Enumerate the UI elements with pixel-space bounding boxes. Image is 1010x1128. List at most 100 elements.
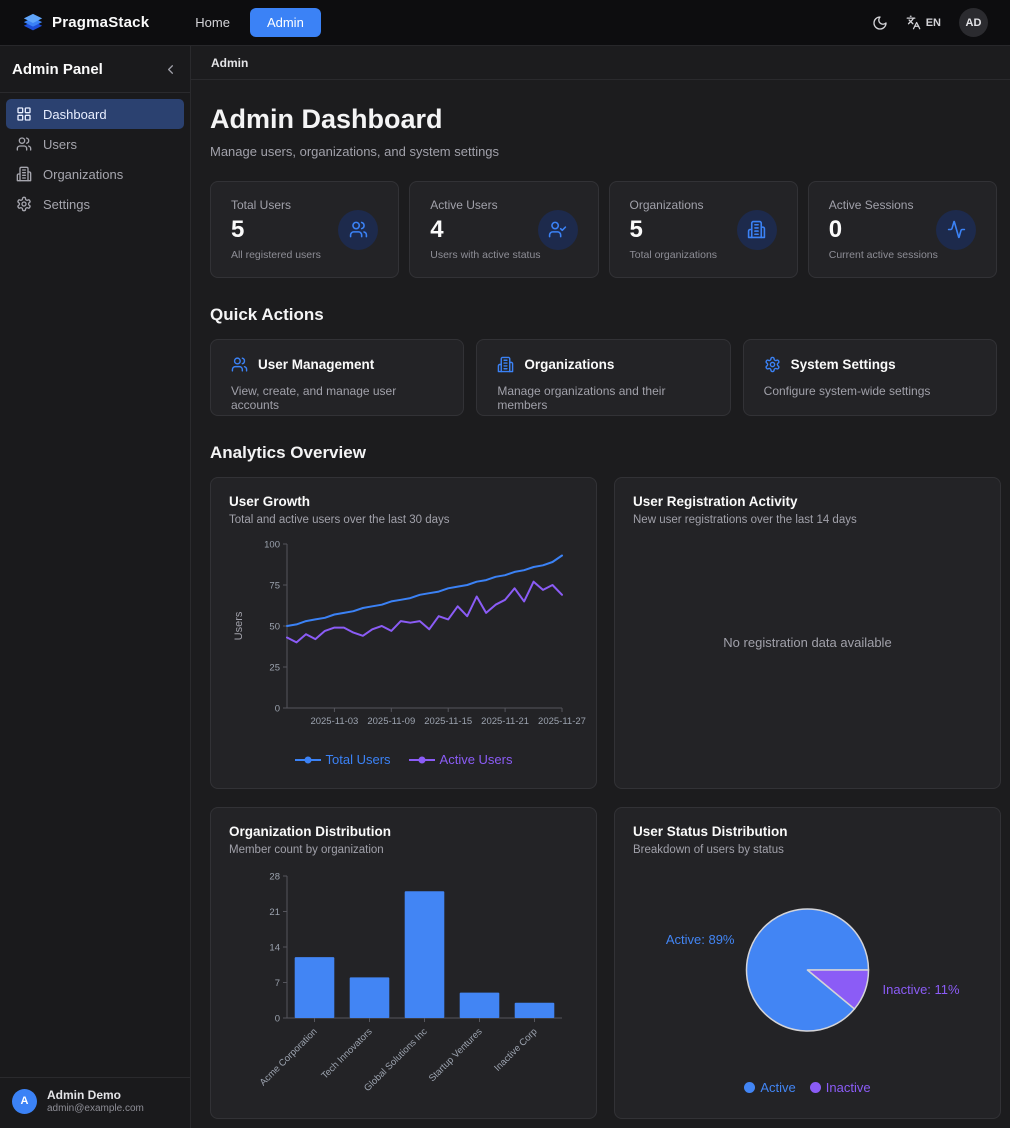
svg-text:0: 0 xyxy=(275,1014,280,1025)
stat-label: Active Users xyxy=(430,198,498,212)
breadcrumb: Admin xyxy=(191,46,1010,80)
svg-text:25: 25 xyxy=(269,663,280,674)
svg-text:21: 21 xyxy=(269,907,280,918)
svg-text:2025-11-03: 2025-11-03 xyxy=(310,716,358,727)
sidebar-header: Admin Panel xyxy=(0,46,190,93)
svg-text:50: 50 xyxy=(269,622,280,633)
stat-card-total-users: Total Users 5 All registered users xyxy=(210,181,400,278)
chart-subtitle: New user registrations over the last 14 … xyxy=(633,514,857,527)
page-title: Admin Dashboard xyxy=(210,104,443,134)
language-code: EN xyxy=(925,16,941,29)
line-marker-icon xyxy=(408,756,435,764)
logo-layers-icon xyxy=(22,12,44,34)
svg-text:Inactive: 11%: Inactive: 11% xyxy=(883,982,961,997)
chart-title: User Growth xyxy=(229,494,311,510)
main-nav: Home Admin xyxy=(185,8,321,37)
chart-title: Organization Distribution xyxy=(229,824,391,840)
sidebar-item-dashboard[interactable]: Dashboard xyxy=(6,99,184,129)
svg-text:Users: Users xyxy=(233,611,245,640)
analytics-heading: Analytics Overview xyxy=(210,443,366,463)
breadcrumb-admin[interactable]: Admin xyxy=(211,55,249,70)
quick-action-system-settings[interactable]: System Settings Configure system-wide se… xyxy=(742,339,997,417)
svg-text:Startup Ventures: Startup Ventures xyxy=(427,1026,485,1084)
legend-active[interactable]: Active xyxy=(744,1080,796,1095)
moon-icon xyxy=(873,15,887,30)
admin-sidebar: Admin Panel Dashboard Users xyxy=(0,46,191,1128)
building-icon xyxy=(736,209,777,250)
nav-admin[interactable]: Admin xyxy=(249,8,321,37)
quick-actions-row: User Management View, create, and manage… xyxy=(210,339,997,417)
language-switcher[interactable]: EN xyxy=(906,15,941,30)
sidebar-item-label: Settings xyxy=(43,196,90,212)
svg-text:0: 0 xyxy=(275,704,280,715)
quick-action-description: Configure system-wide settings xyxy=(763,384,931,399)
svg-text:75: 75 xyxy=(269,581,280,592)
user-name: Admin Demo xyxy=(47,1088,122,1102)
svg-text:2025-11-09: 2025-11-09 xyxy=(367,716,415,727)
quick-action-organizations[interactable]: Organizations Manage organizations and t… xyxy=(476,339,731,417)
legend-inactive[interactable]: Inactive xyxy=(809,1080,871,1096)
quick-actions-heading: Quick Actions xyxy=(210,305,324,324)
user-registration-card: User Registration Activity New user regi… xyxy=(614,477,1001,790)
main-area: Admin Admin Dashboard Manage users, orga… xyxy=(191,46,1010,1128)
sidebar-title: Admin Panel xyxy=(12,61,103,78)
chart-title: User Registration Activity xyxy=(633,494,798,510)
quick-action-title: Organizations xyxy=(524,357,615,373)
legend-dot-icon xyxy=(809,1082,821,1094)
legend-label: Inactive xyxy=(825,1080,871,1096)
user-status-card: User Status Distribution Breakdown of us… xyxy=(614,807,1001,1120)
gear-icon xyxy=(764,356,781,373)
users-icon xyxy=(338,209,379,250)
users-icon xyxy=(16,136,32,152)
sidebar-item-users[interactable]: Users xyxy=(6,129,184,159)
svg-text:Inactive Corp: Inactive Corp xyxy=(492,1027,539,1074)
theme-toggle-button[interactable] xyxy=(872,15,888,31)
building-icon xyxy=(16,166,32,182)
legend-label: Total Users xyxy=(325,752,391,768)
stat-card-active-users: Active Users 4 Users with active status xyxy=(409,181,599,278)
sidebar-item-label: Organizations xyxy=(43,166,124,182)
top-navbar: PragmaStack Home Admin EN AD xyxy=(0,0,1010,46)
building-icon xyxy=(497,356,514,373)
gear-icon xyxy=(16,196,32,212)
empty-state-message: No registration data available xyxy=(723,634,892,650)
dashboard-icon xyxy=(16,106,32,122)
languages-icon xyxy=(906,15,921,30)
quick-action-user-management[interactable]: User Management View, create, and manage… xyxy=(210,339,465,417)
users-icon xyxy=(231,356,248,373)
brand[interactable]: PragmaStack xyxy=(22,12,149,34)
sidebar-item-organizations[interactable]: Organizations xyxy=(6,159,184,189)
legend-active-users[interactable]: Active Users xyxy=(408,752,513,767)
user-email: admin@example.com xyxy=(47,1103,144,1114)
svg-text:100: 100 xyxy=(264,540,280,551)
quick-action-description: Manage organizations and their members xyxy=(497,384,666,413)
user-initial-avatar: A xyxy=(12,1088,37,1114)
sidebar-item-settings[interactable]: Settings xyxy=(6,189,184,219)
stat-label: Total Users xyxy=(231,198,292,212)
stat-card-organizations: Organizations 5 Total organizations xyxy=(608,181,798,278)
stat-description: All registered users xyxy=(231,249,321,261)
chart-title: User Status Distribution xyxy=(633,824,788,840)
svg-text:28: 28 xyxy=(269,872,280,883)
svg-text:7: 7 xyxy=(275,978,280,989)
quick-action-description: View, create, and manage user accounts xyxy=(231,384,397,413)
svg-text:Tech Innovators: Tech Innovators xyxy=(319,1026,374,1081)
activity-icon xyxy=(936,209,976,250)
stats-row: Total Users 5 All registered users Activ… xyxy=(210,181,997,278)
brand-name: PragmaStack xyxy=(52,14,150,31)
stat-description: Users with active status xyxy=(430,249,541,261)
chart-subtitle: Total and active users over the last 30 … xyxy=(229,514,450,527)
user-check-icon xyxy=(537,209,578,250)
chart-subtitle: Member count by organization xyxy=(229,844,384,857)
svg-text:2025-11-27: 2025-11-27 xyxy=(538,716,586,727)
stat-value: 0 xyxy=(828,216,843,243)
legend-total-users[interactable]: Total Users xyxy=(294,752,391,768)
nav-home[interactable]: Home xyxy=(195,15,230,30)
sidebar-user: A Admin Demo admin@example.com xyxy=(0,1077,190,1128)
svg-text:2025-11-21: 2025-11-21 xyxy=(481,716,529,727)
page-subtitle: Manage users, organizations, and system … xyxy=(210,144,500,159)
user-avatar[interactable]: AD xyxy=(959,8,988,37)
sidebar-collapse-button[interactable] xyxy=(163,62,178,77)
chevron-left-icon xyxy=(168,65,173,74)
charts-grid: User Growth Total and active users over … xyxy=(210,477,1001,1120)
